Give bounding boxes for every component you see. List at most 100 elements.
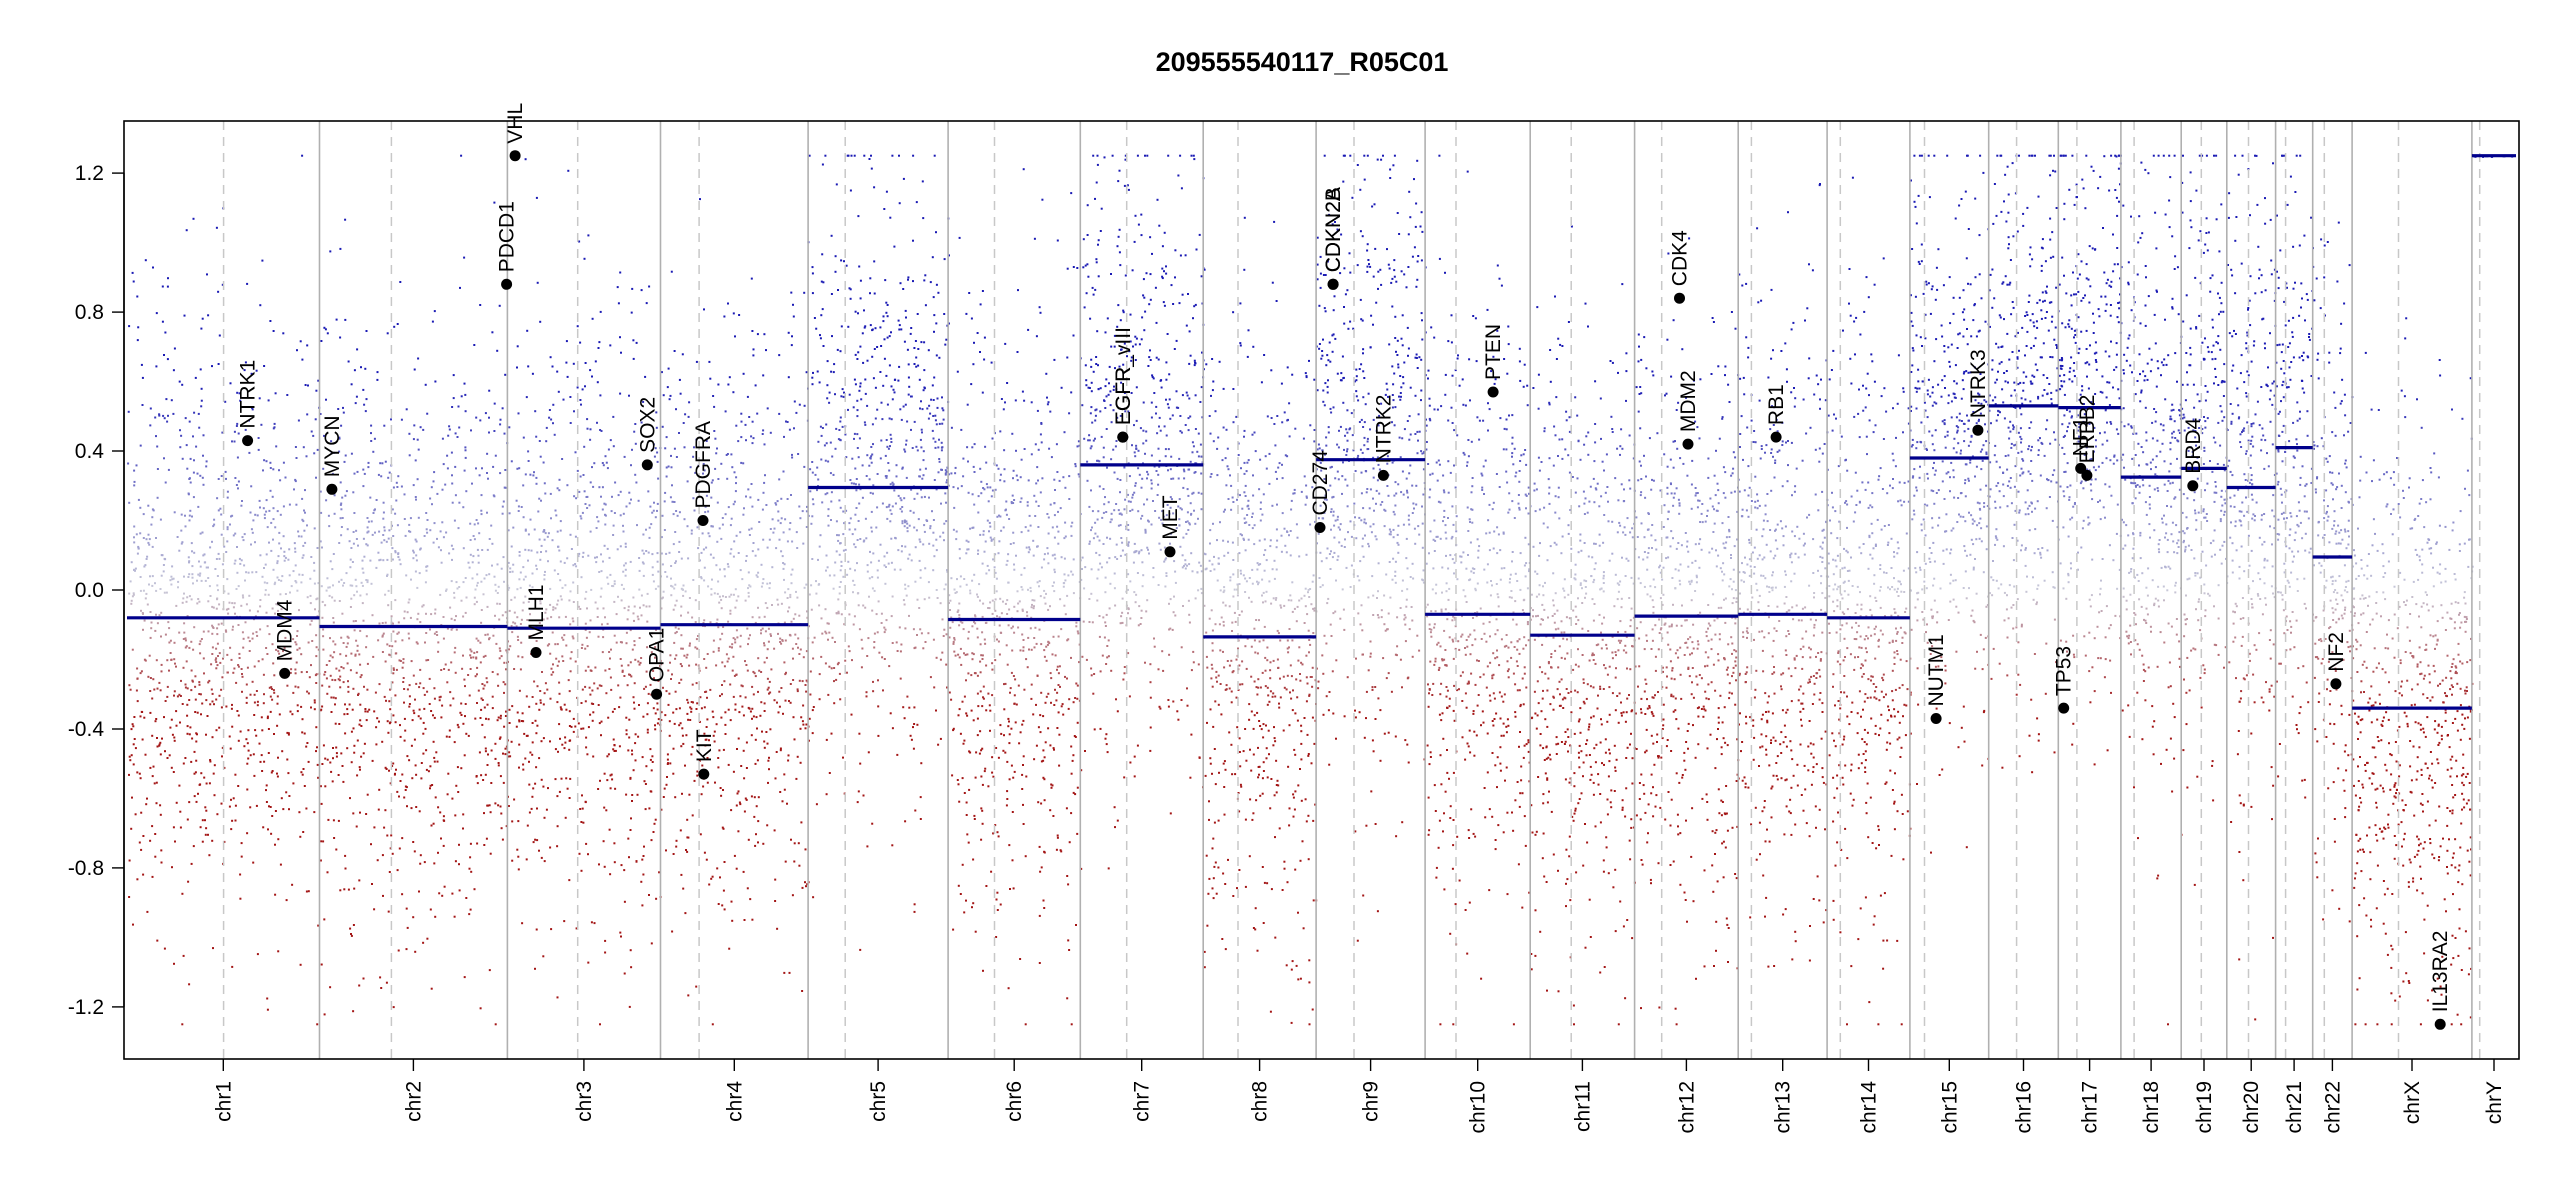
probe-point (365, 719, 368, 722)
probe-point (703, 706, 706, 709)
probe-point (636, 524, 638, 527)
probe-point (710, 877, 713, 880)
probe-point (186, 687, 189, 690)
probe-point (935, 354, 938, 357)
probe-point (811, 515, 814, 518)
probe-point (660, 711, 663, 714)
probe-point (272, 538, 274, 541)
probe-point (458, 863, 460, 866)
probe-point (720, 716, 723, 719)
probe-point (564, 816, 567, 819)
probe-point (590, 588, 593, 591)
probe-point (298, 573, 301, 576)
probe-point (396, 323, 399, 325)
probe-point (604, 503, 607, 506)
probe-point (686, 712, 689, 715)
probe-point (463, 256, 466, 259)
probe-point (827, 693, 830, 696)
probe-point (139, 532, 142, 535)
probe-point (758, 669, 761, 672)
probe-point (643, 687, 646, 690)
probe-point (276, 695, 279, 698)
probe-point (301, 773, 304, 776)
probe-point (254, 729, 257, 732)
probe-point (409, 530, 412, 533)
probe-point (891, 398, 894, 401)
probe-point (861, 647, 864, 650)
probe-point (693, 509, 696, 512)
probe-point (181, 541, 184, 544)
probe-point (883, 564, 886, 567)
probe-point (751, 707, 754, 710)
probe-point (869, 292, 871, 295)
probe-point (215, 226, 218, 229)
probe-point (595, 527, 598, 529)
probe-point (686, 698, 689, 701)
probe-point (356, 774, 359, 777)
probe-point (524, 595, 527, 598)
probe-point (429, 497, 432, 500)
probe-point (755, 805, 758, 808)
probe-point (880, 612, 883, 615)
probe-point (926, 520, 929, 522)
probe-point (492, 465, 495, 468)
probe-point (941, 422, 944, 425)
probe-point (831, 335, 833, 338)
probe-point (594, 601, 597, 604)
probe-point (492, 634, 495, 637)
probe-point (1004, 602, 1007, 605)
probe-point (362, 485, 365, 488)
probe-point (294, 446, 297, 448)
probe-point (966, 403, 969, 406)
probe-point (296, 710, 299, 713)
probe-point (921, 431, 923, 434)
probe-point (794, 613, 797, 616)
probe-point (908, 614, 910, 617)
probe-point (379, 976, 382, 979)
probe-point (1076, 786, 1079, 789)
probe-point (605, 692, 608, 695)
probe-point (662, 394, 665, 397)
probe-point (483, 812, 485, 815)
probe-point (615, 641, 618, 644)
probe-point (777, 632, 779, 635)
probe-point (952, 928, 955, 931)
probe-point (654, 712, 657, 715)
probe-point (527, 600, 530, 603)
probe-point (347, 636, 350, 639)
probe-point (1006, 559, 1009, 562)
probe-point (542, 530, 545, 533)
probe-point (411, 719, 414, 722)
probe-point (633, 707, 636, 710)
probe-point (890, 418, 893, 421)
probe-point (958, 616, 961, 619)
probe-point (259, 506, 261, 509)
probe-point (568, 599, 571, 602)
probe-point (354, 402, 357, 405)
probe-point (185, 660, 188, 663)
probe-point (668, 720, 671, 723)
probe-point (628, 718, 631, 721)
probe-point (852, 591, 854, 594)
probe-point (776, 500, 779, 503)
probe-point (133, 525, 136, 528)
probe-point (159, 518, 162, 521)
probe-point (133, 716, 136, 718)
probe-point (546, 535, 549, 538)
probe-point (932, 399, 935, 401)
probe-point (501, 407, 504, 410)
probe-point (303, 509, 305, 512)
probe-point (916, 723, 919, 726)
probe-point (202, 483, 205, 486)
probe-point (458, 889, 461, 892)
probe-point (1076, 684, 1079, 687)
probe-point (243, 745, 246, 748)
probe-point (1038, 914, 1041, 917)
probe-point (711, 479, 714, 482)
probe-point (920, 341, 923, 344)
probe-point (403, 610, 406, 613)
probe-point (797, 646, 799, 649)
probe-point (734, 588, 737, 591)
probe-point (199, 565, 202, 568)
probe-point (158, 414, 161, 417)
